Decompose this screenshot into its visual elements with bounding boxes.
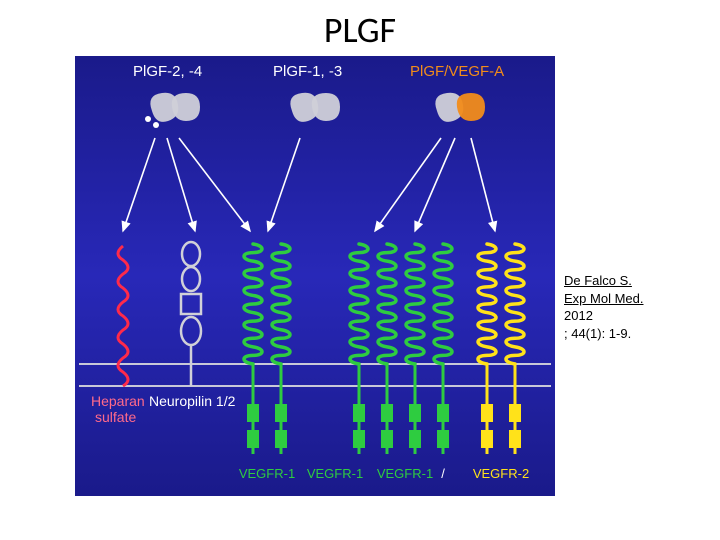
svg-text:VEGFR-1: VEGFR-1 bbox=[377, 466, 433, 481]
heparan-label-2: sulfate bbox=[95, 409, 136, 425]
ligand-label-0: PlGF-2, -4 bbox=[133, 63, 202, 80]
ligand-label-1: PlGF-1, -3 bbox=[273, 63, 342, 80]
citation-journal: Exp Mol Med. bbox=[564, 290, 664, 308]
citation-issue: ; 44(1): 1-9. bbox=[564, 325, 664, 343]
citation-box: De Falco S. Exp Mol Med. 2012 ; 44(1): 1… bbox=[560, 270, 668, 344]
svg-text:/: / bbox=[441, 466, 445, 481]
diagram-panel: PlGF-2, -4 PlGF-1, -3 PlGF/VEGF-A Hepara… bbox=[75, 56, 555, 496]
svg-text:VEGFR-1: VEGFR-1 bbox=[239, 466, 295, 481]
svg-text:VEGFR-2: VEGFR-2 bbox=[473, 466, 529, 481]
ligand-label-2: PlGF/VEGF-A bbox=[410, 63, 504, 80]
diagram-svg: PlGF-2, -4 PlGF-1, -3 PlGF/VEGF-A Hepara… bbox=[75, 56, 555, 496]
svg-text:VEGFR-1: VEGFR-1 bbox=[307, 466, 363, 481]
citation-year: 2012 bbox=[564, 307, 664, 325]
citation-author: De Falco S. bbox=[564, 272, 664, 290]
heparan-label: Heparan bbox=[91, 393, 145, 409]
page-title: PLGF bbox=[0, 8, 720, 52]
neuropilin-label: Neuropilin 1/2 bbox=[149, 393, 236, 409]
